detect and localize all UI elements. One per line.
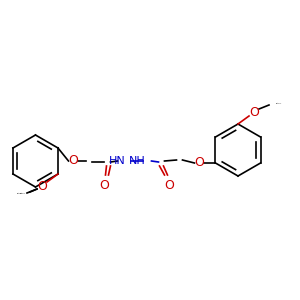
- Text: O: O: [100, 179, 110, 192]
- Text: methoxy: methoxy: [276, 103, 282, 104]
- Text: O: O: [164, 179, 174, 192]
- Text: methoxy: methoxy: [20, 193, 26, 194]
- Text: NH: NH: [129, 156, 146, 166]
- Text: O: O: [37, 179, 47, 193]
- Text: O: O: [68, 154, 78, 167]
- Text: O: O: [249, 106, 259, 118]
- Text: HN: HN: [109, 156, 125, 166]
- Text: methoxy: methoxy: [17, 193, 23, 194]
- Text: O: O: [194, 157, 204, 169]
